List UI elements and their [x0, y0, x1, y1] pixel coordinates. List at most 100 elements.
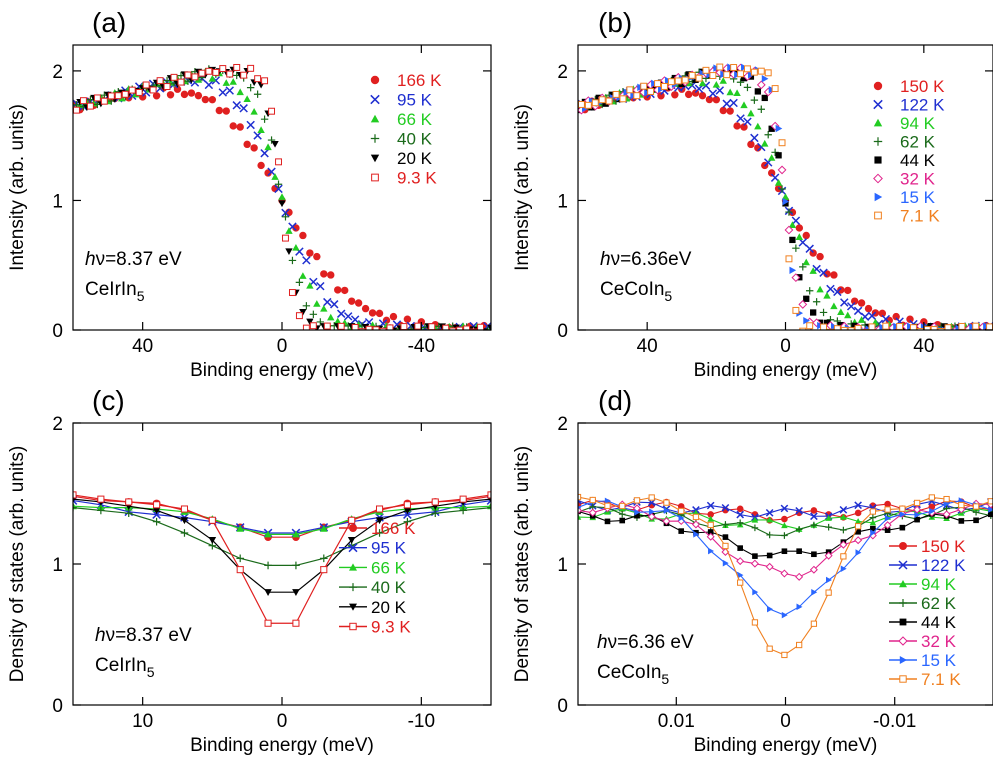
marker-point	[246, 120, 255, 130]
material-label: CeCoIn5	[600, 279, 672, 304]
marker-point	[253, 90, 262, 98]
marker-point	[914, 516, 920, 523]
marker-point	[257, 126, 265, 133]
marker-point	[578, 493, 582, 501]
marker-point	[935, 331, 941, 337]
marker-point	[792, 306, 800, 314]
marker-point	[845, 330, 851, 336]
marker-point	[452, 330, 459, 337]
marker-point	[79, 97, 87, 105]
marker-point	[972, 508, 980, 516]
marker-point	[693, 530, 700, 538]
marker-point	[334, 286, 342, 294]
marker-point	[806, 322, 814, 330]
marker-point	[811, 589, 818, 596]
marker-point	[951, 329, 959, 330]
marker-point	[239, 104, 248, 113]
marker-point	[767, 154, 776, 161]
marker-point	[233, 63, 241, 71]
marker-point	[371, 173, 379, 182]
marker-point	[937, 327, 945, 330]
marker-point	[736, 78, 745, 86]
marker-point	[756, 80, 766, 90]
marker-point	[578, 505, 582, 510]
marker-point	[761, 74, 769, 83]
marker-point	[240, 71, 248, 79]
legend-label: 150 K	[900, 77, 945, 96]
marker-point	[320, 566, 328, 574]
marker-point	[867, 311, 877, 321]
marker-point	[477, 323, 485, 330]
marker-point	[869, 519, 877, 526]
marker-point	[796, 641, 803, 649]
marker-point	[208, 516, 216, 524]
marker-point	[306, 281, 314, 289]
marker-point	[292, 619, 300, 627]
marker-point	[97, 506, 105, 515]
panel-d: (d) 0.01 0 -0.01 0 1 2 Binding energy (meV) Dens…	[512, 385, 993, 756]
legend-label: 15 K	[921, 651, 957, 670]
marker-point	[201, 95, 210, 104]
y-tick-label: 0	[557, 696, 568, 717]
legend-label: 20 K	[371, 598, 407, 617]
marker-point	[678, 507, 685, 515]
marker-point	[626, 86, 634, 94]
marker-point	[313, 252, 321, 261]
marker-point	[698, 79, 707, 87]
marker-point	[349, 603, 357, 611]
marker-point	[152, 517, 161, 526]
marker-point	[884, 527, 891, 533]
marker-point	[796, 548, 802, 554]
marker-point	[368, 309, 377, 317]
legend-label: 44 K	[921, 613, 957, 632]
legend-item: 9.3 K	[371, 169, 437, 188]
legend-label: 94 K	[921, 575, 957, 594]
marker-point	[73, 106, 80, 114]
marker-point	[306, 249, 314, 257]
marker-point	[257, 161, 265, 170]
marker-point	[705, 95, 714, 104]
legend-item: 15 K	[874, 188, 936, 207]
series-7-1-K	[578, 493, 993, 659]
legend-label: 40 K	[397, 130, 433, 149]
photon-energy-value: ν=6.36 eV	[608, 632, 694, 653]
marker-point	[619, 517, 626, 524]
marker-point	[708, 89, 718, 98]
marker-point	[274, 184, 283, 194]
marker-point	[839, 540, 848, 549]
marker-point	[243, 140, 251, 149]
marker-point	[782, 197, 790, 206]
marker-point	[788, 221, 797, 228]
marker-point	[370, 154, 380, 163]
marker-point	[837, 321, 844, 329]
marker-point	[407, 325, 415, 330]
marker-point	[839, 505, 848, 514]
legend-label: 95 K	[371, 539, 407, 558]
photon-energy-h: h	[95, 625, 106, 646]
legend-item: 94 K	[889, 575, 957, 594]
marker-point	[781, 522, 788, 529]
data-layer	[73, 63, 491, 337]
marker-point	[232, 101, 241, 110]
marker-point	[309, 322, 317, 330]
marker-point	[281, 213, 290, 221]
marker-point	[754, 88, 761, 95]
marker-point	[757, 67, 765, 75]
marker-point	[173, 85, 182, 93]
marker-point	[688, 71, 696, 79]
marker-point	[795, 506, 803, 515]
marker-point	[803, 295, 810, 302]
marker-point	[605, 97, 613, 105]
marker-point	[707, 521, 714, 529]
marker-point	[973, 517, 979, 524]
marker-point	[823, 291, 831, 299]
marker-point	[987, 498, 993, 505]
marker-point	[442, 324, 450, 330]
marker-point	[706, 532, 715, 541]
marker-point	[722, 534, 729, 540]
marker-point	[431, 509, 440, 518]
marker-point	[375, 505, 384, 513]
marker-point	[846, 302, 856, 311]
marker-point	[649, 508, 656, 516]
marker-point	[487, 503, 491, 512]
